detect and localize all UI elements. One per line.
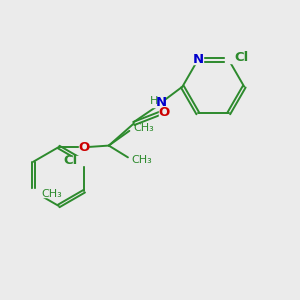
Bar <box>193 56 203 64</box>
Text: O: O <box>158 106 169 119</box>
Text: N: N <box>192 53 203 66</box>
Bar <box>31 189 50 197</box>
Text: Cl: Cl <box>64 154 78 166</box>
Text: H: H <box>150 96 159 106</box>
Bar <box>225 54 241 63</box>
Bar <box>148 98 164 107</box>
Text: O: O <box>78 141 89 154</box>
Bar <box>79 143 88 151</box>
Bar <box>71 157 87 165</box>
Text: CH₃: CH₃ <box>133 123 154 133</box>
Text: CH₃: CH₃ <box>41 189 62 199</box>
Text: Cl: Cl <box>234 51 248 64</box>
Text: N: N <box>156 96 167 110</box>
Text: CH₃: CH₃ <box>132 155 152 165</box>
Bar <box>159 109 168 117</box>
